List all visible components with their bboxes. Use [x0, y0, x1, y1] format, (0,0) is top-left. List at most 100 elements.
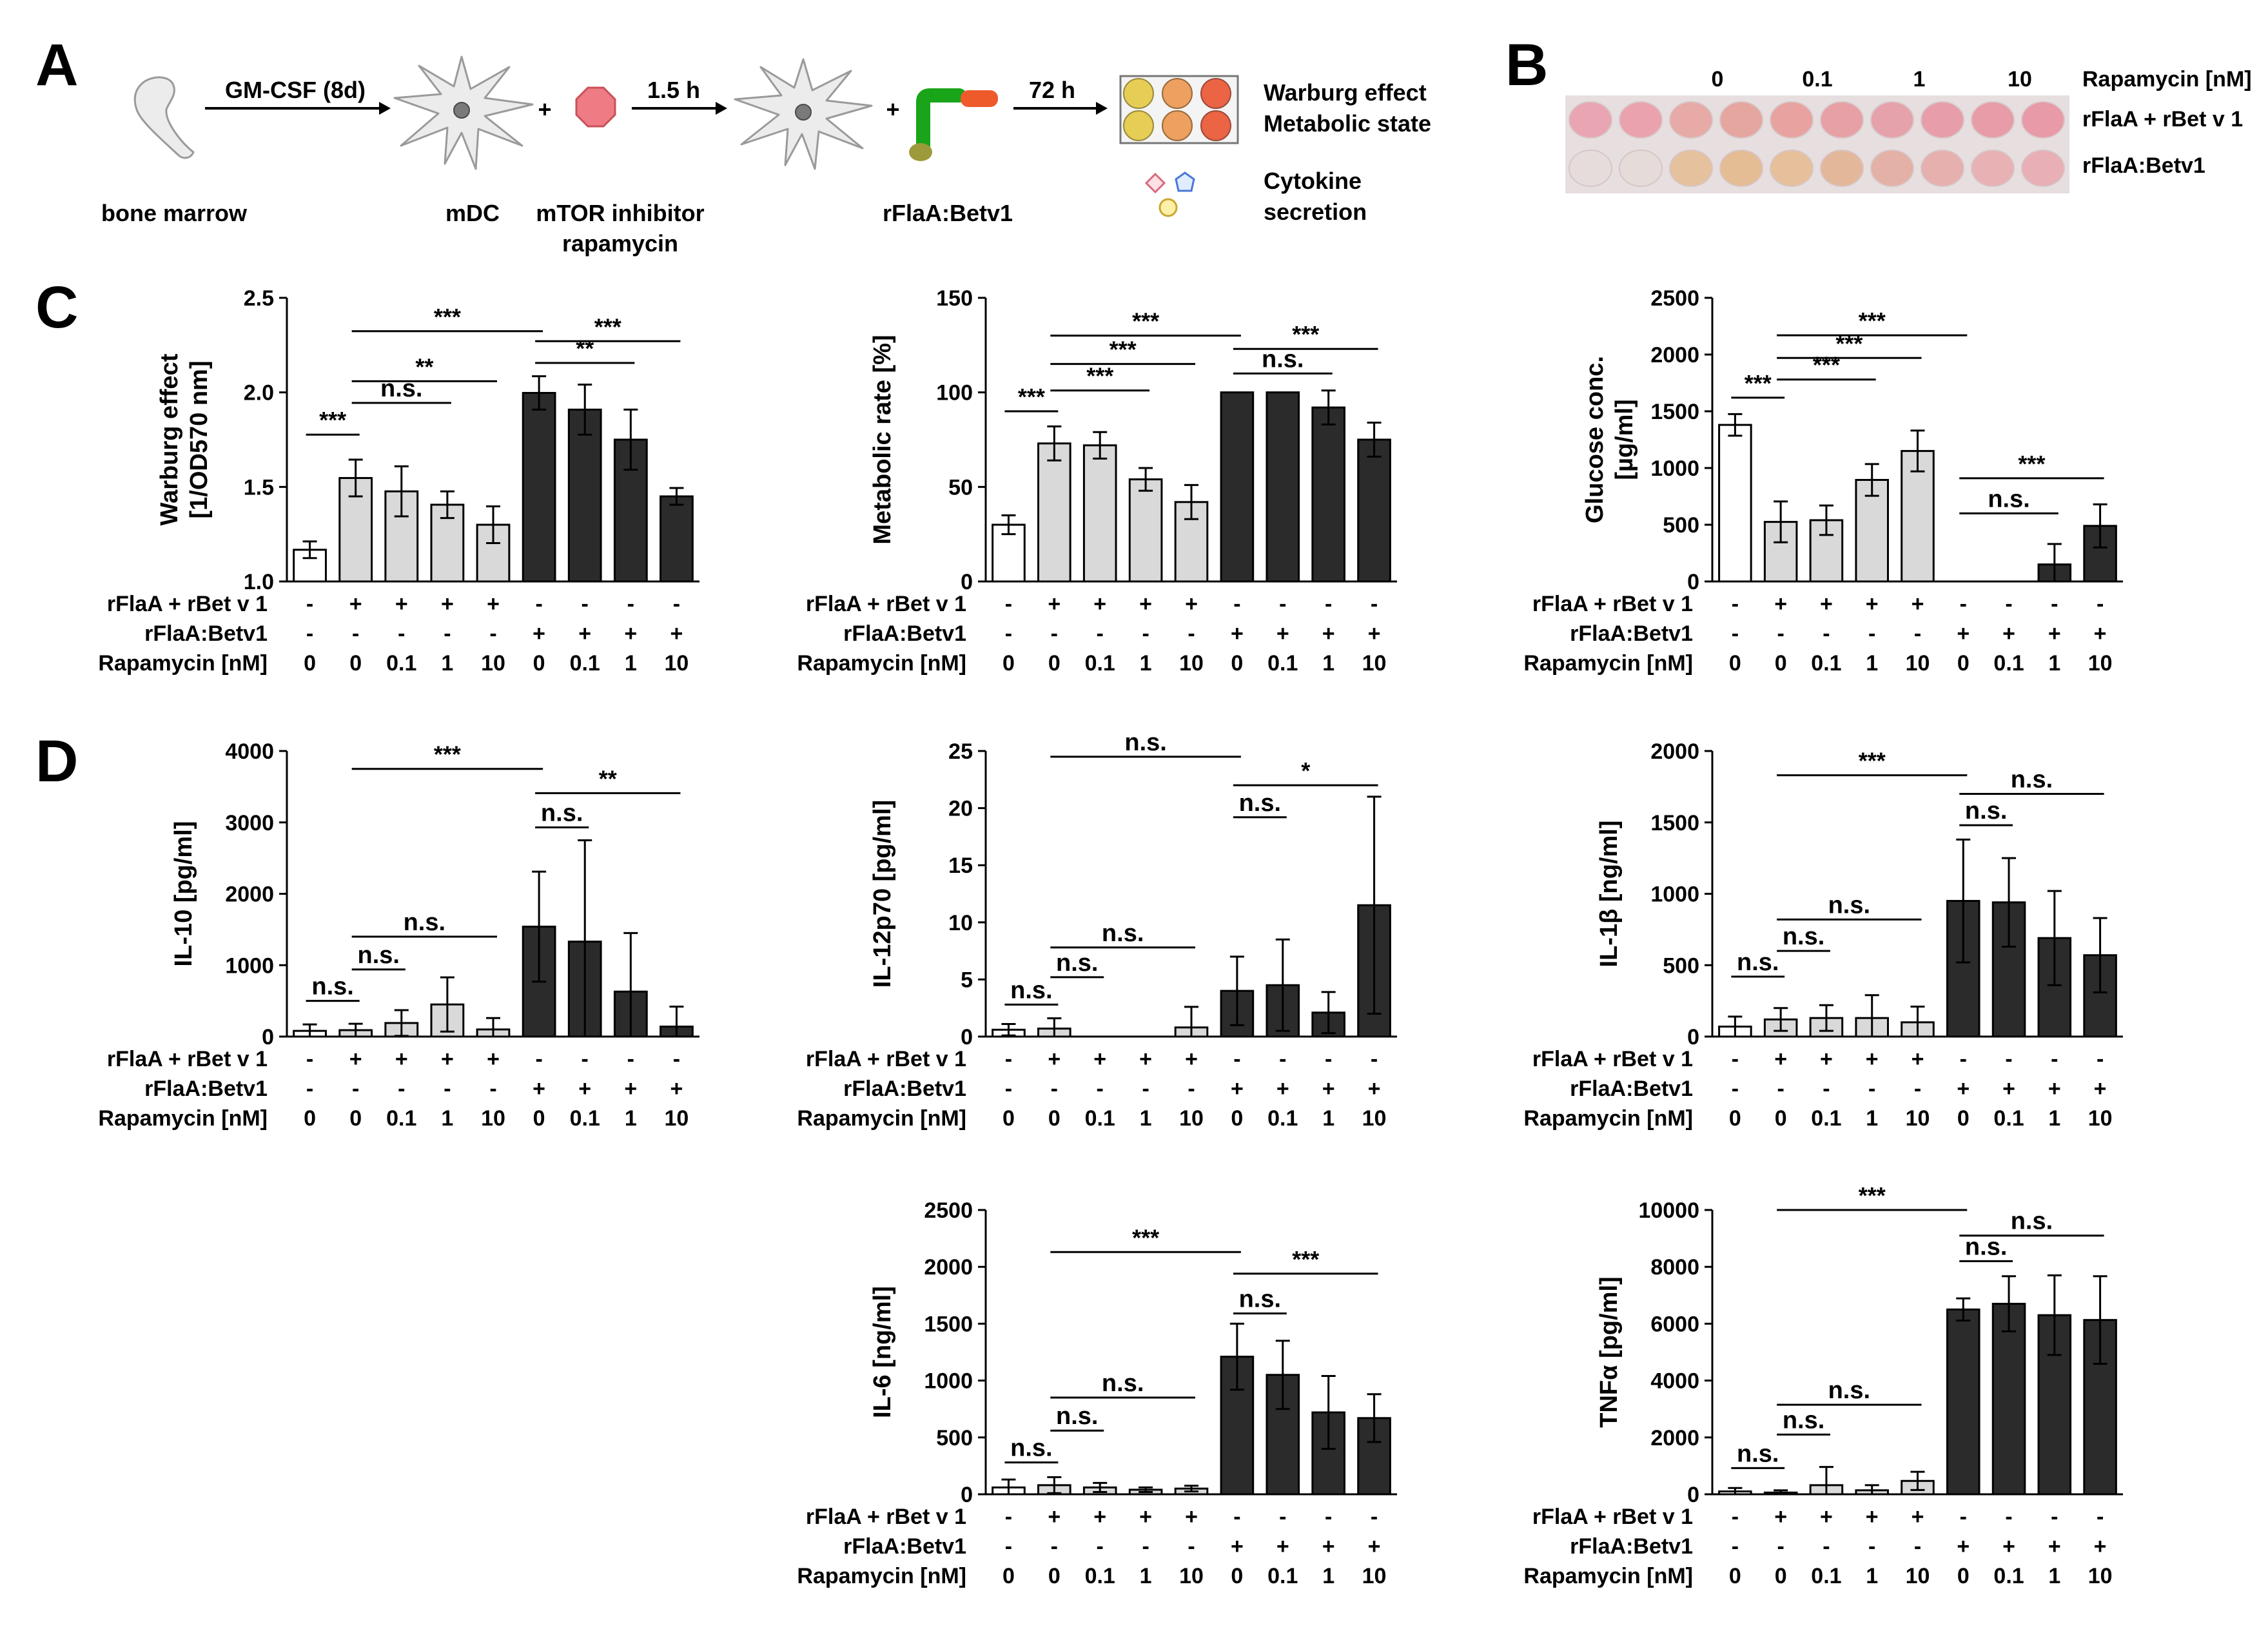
significance-bracket-il12-2: n.s.: [1050, 920, 1195, 949]
cell-nucleus-icon-2: [795, 104, 812, 121]
condition-cell-il1b: 10: [1906, 1106, 1930, 1131]
condition-cell-il1b: +: [1820, 1047, 1833, 1071]
condition-cell-glucose: +: [1911, 592, 1924, 616]
y-tick-label-tnfa: 4000: [1650, 1369, 1699, 1394]
condition-cell-il12: 0.1: [1267, 1106, 1298, 1131]
y-tick-label-warburg: 2.5: [244, 286, 274, 311]
bar-metabolic-7: [1311, 406, 1345, 583]
condition-cell-il12: +: [1368, 1077, 1381, 1101]
condition-cell-il1b: 1: [2048, 1106, 2060, 1131]
condition-cell-warburg: +: [441, 592, 454, 616]
significance-label: n.s.: [404, 909, 445, 936]
error-bar-metabolic-0: [1001, 514, 1016, 536]
condition-cell-il12: -: [1188, 1077, 1195, 1101]
significance-label: n.s.: [1010, 1435, 1052, 1462]
condition-cell-metabolic: 0: [1048, 651, 1061, 676]
condition-cell-glucose: +: [1957, 621, 1970, 646]
condition-cell-tnfa: -: [1914, 1534, 1921, 1559]
condition-cell-il12: 0: [1231, 1106, 1243, 1131]
y-tick-label-il10: 3000: [225, 811, 274, 835]
condition-cell-warburg: -: [673, 592, 680, 616]
condition-cell-glucose: 0: [1957, 651, 1970, 676]
condition-cell-warburg: -: [489, 621, 496, 646]
condition-cell-il10: -: [535, 1047, 542, 1071]
y-tick-label-glucose: 2500: [1650, 286, 1699, 311]
condition-cell-metabolic: +: [1093, 592, 1106, 616]
bar-glucose-0: [1718, 424, 1752, 583]
significance-label: ***: [1859, 748, 1886, 774]
condition-cell-glucose: -: [2005, 592, 2012, 616]
significance-label: n.s.: [357, 942, 399, 969]
condition-cell-warburg: +: [349, 592, 362, 616]
condition-cell-il1b: 1: [1866, 1106, 1878, 1131]
condition-cell-glucose: 0.1: [1993, 651, 2024, 676]
condition-cell-il1b: -: [2005, 1047, 2012, 1071]
y-axis-title-il1b: IL-1β [ng/ml]: [1596, 821, 1623, 968]
condition-cell-metabolic: -: [1188, 621, 1195, 646]
significance-label: n.s.: [1056, 1403, 1098, 1430]
condition-cell-il10: 1: [441, 1106, 453, 1131]
condition-cell-il10: +: [395, 1047, 408, 1071]
condition-cell-metabolic: -: [1005, 621, 1012, 646]
cytokine-pentagon-icon: [1175, 171, 1195, 192]
y-tick-label-warburg: 1.5: [244, 475, 274, 500]
condition-cell-il1b: 0: [1957, 1106, 1970, 1131]
condition-cell-warburg: 0: [304, 651, 316, 676]
significance-label: n.s.: [1102, 920, 1144, 947]
error-bar-il10-3: [440, 976, 455, 1033]
condition-cell-il6: -: [1233, 1505, 1240, 1529]
condition-cell-glucose: 0: [1729, 651, 1741, 676]
y-tick-label-il12: 10: [948, 911, 973, 935]
arrow-2-head: [716, 102, 727, 115]
condition-cell-il1b: 0: [1775, 1106, 1787, 1131]
condition-row-label-il12: Rapamycin [nM]: [797, 1106, 966, 1131]
y-tick-label-tnfa: 0: [1687, 1483, 1699, 1507]
error-bar-warburg-3: [440, 490, 455, 520]
y-tick-label-tnfa: 2000: [1650, 1426, 1699, 1450]
panel-a-workflow: bone marrow GM-CSF (8d) mDC + mTOR inhib…: [101, 55, 1431, 257]
significance-label: n.s.: [1965, 797, 2007, 824]
y-tick-label-il10: 4000: [225, 739, 274, 764]
y-tick-label-warburg: 1.0: [244, 570, 274, 594]
condition-cell-warburg: 10: [665, 651, 689, 676]
condition-cell-glucose: -: [1823, 621, 1830, 646]
y-axis-title-warburg: Warburg effect: [156, 353, 183, 525]
significance-bracket-il1b-4: n.s.: [1959, 797, 2013, 826]
step-3-label: 72 h: [1029, 77, 1075, 103]
condition-cell-il10: -: [489, 1077, 496, 1101]
condition-cell-il6: -: [1005, 1534, 1012, 1559]
error-bar-il12-5: [1229, 955, 1244, 1026]
error-bar-il1b-6: [2002, 857, 2017, 948]
error-bar-metabolic-1: [1047, 425, 1062, 462]
condition-cell-tnfa: 0: [1775, 1564, 1787, 1588]
readout-2-line-1: Cytokine: [1264, 168, 1362, 194]
error-bar-il6-1: [1047, 1476, 1062, 1494]
condition-cell-warburg: -: [535, 592, 542, 616]
cytokine-circle-icon: [1158, 198, 1178, 217]
condition-cell-metabolic: +: [1276, 621, 1289, 646]
error-bar-il1b-5: [1956, 838, 1971, 964]
y-tick-label-tnfa: 10000: [1638, 1198, 1699, 1223]
significance-label: n.s.: [1239, 790, 1281, 817]
y-tick-label-il12: 0: [961, 1025, 973, 1049]
condition-cell-il10: 0.1: [386, 1106, 416, 1131]
condition-cell-metabolic: -: [1233, 592, 1240, 616]
significance-bracket-il6-3: ***: [1050, 1224, 1241, 1253]
condition-cell-metabolic: -: [1325, 592, 1332, 616]
error-bar-metabolic-7: [1321, 389, 1336, 426]
y-tick-label-glucose: 500: [1663, 513, 1699, 538]
condition-cell-il10: -: [398, 1077, 405, 1101]
y-tick-label-il10: 2000: [225, 883, 274, 907]
condition-cell-metabolic: 10: [1362, 651, 1387, 676]
bone-marrow-icon: [133, 76, 195, 159]
panel-letter-b: B: [1505, 32, 1548, 98]
y-tick-label-il6: 500: [936, 1426, 973, 1450]
condition-cell-il12: 10: [1179, 1106, 1204, 1131]
condition-cell-tnfa: +: [2002, 1534, 2015, 1559]
significance-bracket-tnfa-5: n.s.: [1959, 1208, 2104, 1237]
y-tick-label-tnfa: 8000: [1650, 1255, 1699, 1280]
y-axis-title-metabolic: Metabolic rate [%]: [869, 335, 896, 544]
condition-cell-tnfa: -: [2051, 1505, 2058, 1529]
